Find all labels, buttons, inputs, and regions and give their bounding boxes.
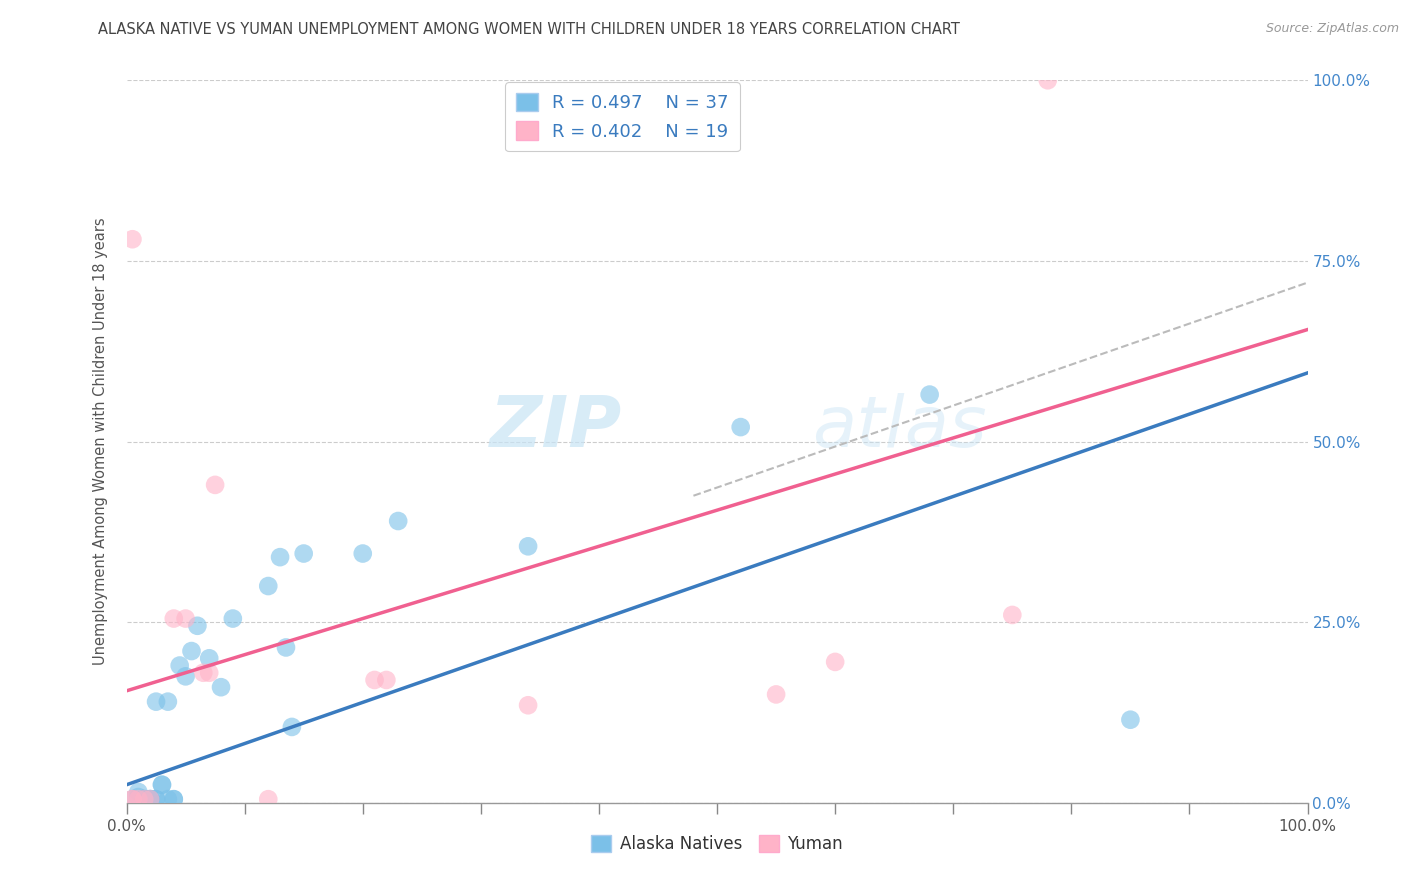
Text: Source: ZipAtlas.com: Source: ZipAtlas.com [1265,22,1399,36]
Point [134,792,156,806]
Point [145,792,167,806]
Point [121,792,143,806]
Point [150,778,173,792]
Point [387,514,409,528]
Y-axis label: Unemployment Among Women with Children Under 18 years: Unemployment Among Women with Children U… [93,218,108,665]
Point [139,792,162,806]
Point [269,550,291,565]
Point [363,673,385,687]
Point [169,658,191,673]
Point [139,792,162,806]
Point [156,792,179,806]
Point [292,547,315,561]
Point [139,792,162,806]
Point [765,687,787,701]
Point [134,792,156,806]
Point [281,720,304,734]
Text: ALASKA NATIVE VS YUMAN UNEMPLOYMENT AMONG WOMEN WITH CHILDREN UNDER 18 YEARS COR: ALASKA NATIVE VS YUMAN UNEMPLOYMENT AMON… [98,22,960,37]
Point [121,792,143,806]
Point [174,669,197,683]
Point [209,680,232,694]
Point [163,792,186,806]
Point [222,611,245,625]
Point [1001,607,1024,622]
Text: atlas: atlas [811,392,986,461]
Point [1036,73,1059,87]
Point [134,792,156,806]
Point [352,547,374,561]
Point [730,420,752,434]
Point [156,695,179,709]
Point [204,478,226,492]
Point [145,792,167,806]
Point [127,785,149,799]
Point [121,792,143,806]
Point [198,651,221,665]
Point [375,673,398,687]
Point [193,665,215,680]
Point [180,644,202,658]
Point [121,232,143,246]
Point [257,579,280,593]
Point [257,792,280,806]
Point [150,778,173,792]
Point [186,619,208,633]
Point [517,539,540,553]
Point [517,698,540,713]
Point [134,792,156,806]
Point [824,655,846,669]
Point [139,792,162,806]
Point [1119,713,1142,727]
Text: ZIP: ZIP [491,392,623,461]
Point [127,792,149,806]
Point [163,792,186,806]
Point [163,611,186,625]
Point [174,611,197,625]
Point [274,640,297,655]
Point [145,695,167,709]
Point [127,790,149,805]
Legend: Alaska Natives, Yuman: Alaska Natives, Yuman [585,828,849,860]
Point [139,792,162,806]
Point [198,665,221,680]
Point [918,387,941,401]
